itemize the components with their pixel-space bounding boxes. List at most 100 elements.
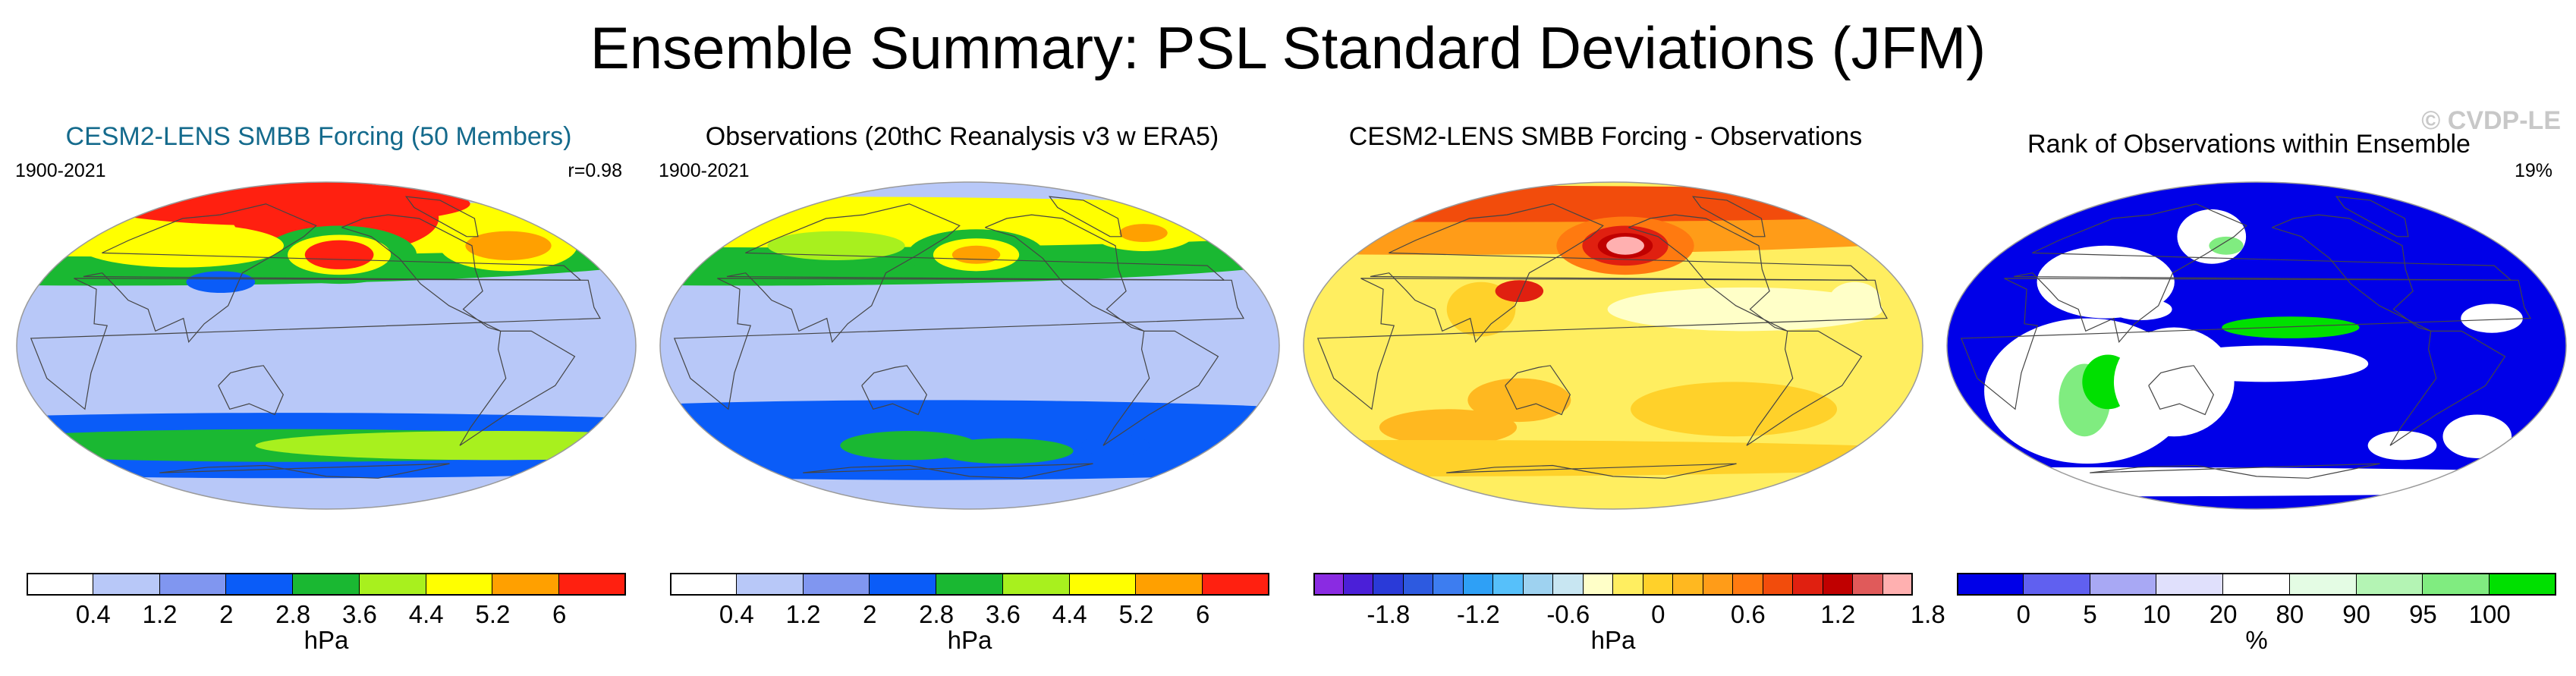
colorbar-swatch bbox=[1136, 573, 1203, 596]
coastline bbox=[2090, 463, 2380, 479]
coastline bbox=[404, 196, 479, 237]
colorbar-swatch bbox=[159, 573, 227, 596]
colorbar-swatch bbox=[1523, 573, 1553, 596]
colorbar-swatch bbox=[2490, 573, 2556, 596]
coastline bbox=[2272, 214, 2431, 332]
colorbar-tick-label: 3.6 bbox=[341, 600, 377, 628]
colorbar-tick-label: 0.4 bbox=[719, 600, 754, 628]
map-model-std bbox=[16, 181, 637, 510]
colorbar-swatch bbox=[2356, 573, 2423, 596]
field-region bbox=[1304, 185, 1923, 222]
colorbar-swatch bbox=[1613, 573, 1643, 596]
coastline bbox=[1746, 330, 1863, 446]
colorbar-swatch bbox=[1463, 573, 1493, 596]
field-region bbox=[1080, 434, 1150, 457]
coastline bbox=[2148, 365, 2214, 416]
map-outline bbox=[659, 181, 1280, 510]
period-label: 1900-2021 bbox=[659, 160, 750, 181]
colorbar-swatch bbox=[1882, 573, 1913, 596]
field-region bbox=[2209, 236, 2244, 255]
colorbar-swatch bbox=[670, 573, 737, 596]
colorbar-unit-label: hPa bbox=[1590, 626, 1636, 654]
colorbar-swatch bbox=[1703, 573, 1733, 596]
field-region bbox=[2461, 303, 2523, 333]
coastline bbox=[2335, 196, 2409, 237]
colorbar-swatch bbox=[492, 573, 560, 596]
map-obs-std bbox=[659, 181, 1280, 510]
coastline bbox=[159, 463, 450, 479]
field-region bbox=[1119, 224, 1168, 243]
colorbar-swatch bbox=[736, 573, 804, 596]
colorbar-tick-label: 1.2 bbox=[785, 600, 821, 628]
colorbar-tick-label: 5.2 bbox=[1118, 600, 1154, 628]
colorbar-tick-label: 2 bbox=[219, 600, 234, 628]
panel-title: CESM2-LENS SMBB Forcing (50 Members) bbox=[65, 122, 572, 151]
coastline bbox=[1316, 278, 1888, 410]
field-region bbox=[2442, 414, 2512, 458]
map-outline bbox=[1946, 181, 2567, 510]
map-outline bbox=[16, 181, 637, 510]
coastline bbox=[803, 463, 1093, 479]
colorbar-frame bbox=[1957, 573, 2556, 596]
coastline bbox=[985, 214, 1144, 332]
panel-rank: Rank of Observations within Ensemble 19%… bbox=[1930, 114, 2568, 676]
colorbar-swatch bbox=[93, 573, 160, 596]
colorbar-swatch bbox=[803, 573, 870, 596]
colorbar-swatch bbox=[936, 573, 1003, 596]
coastline bbox=[2013, 203, 2512, 344]
colorbar-tick-label: 95 bbox=[2409, 600, 2437, 628]
field-region bbox=[1379, 409, 1518, 446]
colorbar-swatch bbox=[1343, 573, 1373, 596]
colorbar-frame bbox=[1313, 573, 1913, 596]
colorbar-swatch bbox=[293, 573, 360, 596]
coastline bbox=[1691, 196, 1766, 237]
colorbar-swatch bbox=[870, 573, 937, 596]
colorbar-tick-label: -0.6 bbox=[1546, 600, 1590, 628]
colorbar-tick-label: 6 bbox=[1196, 600, 1210, 628]
colorbar-frame bbox=[27, 573, 626, 596]
colorbar-swatch bbox=[1793, 573, 1823, 596]
coastline bbox=[341, 214, 501, 332]
field-region bbox=[2367, 431, 2437, 461]
field-region bbox=[773, 200, 980, 237]
colorbar-tick-label: 1.2 bbox=[142, 600, 178, 628]
field-region bbox=[304, 240, 374, 269]
field-region bbox=[1606, 236, 1644, 255]
watermark: © CVDP-LE bbox=[2421, 106, 2561, 135]
field-region bbox=[1829, 281, 1881, 319]
panel-obs-std: Observations (20thC Reanalysis v3 w ERA5… bbox=[643, 114, 1281, 676]
colorbar-swatch bbox=[1002, 573, 1070, 596]
colorbar-tick-label: -1.8 bbox=[1367, 600, 1411, 628]
map-rank bbox=[1946, 181, 2567, 510]
coastline bbox=[1370, 203, 1868, 344]
colorbar-tick-label: 10 bbox=[2142, 600, 2171, 628]
coastline bbox=[1960, 278, 2531, 410]
coastline bbox=[30, 278, 601, 410]
field-region bbox=[2113, 327, 2235, 437]
field-region bbox=[2177, 209, 2247, 264]
colorbar-tick-label: 2 bbox=[863, 600, 877, 628]
colorbar-swatch bbox=[1373, 573, 1404, 596]
colorbar-tick-label: 0 bbox=[2016, 600, 2030, 628]
coastline bbox=[1048, 196, 1122, 237]
colorbar-swatch bbox=[1643, 573, 1673, 596]
colorbar-swatch bbox=[1553, 573, 1584, 596]
colorbar-swatch bbox=[1403, 573, 1433, 596]
field-region bbox=[77, 224, 285, 268]
colorbar-swatch bbox=[2223, 573, 2290, 596]
colorbar-swatch bbox=[1763, 573, 1793, 596]
field-region bbox=[465, 231, 552, 260]
colorbar-swatch bbox=[27, 573, 93, 596]
coastline bbox=[673, 278, 1244, 410]
field-region bbox=[2222, 316, 2360, 338]
colorbar-swatch bbox=[2156, 573, 2224, 596]
field-region bbox=[186, 271, 256, 294]
panel-title: CESM2-LENS SMBB Forcing - Observations bbox=[1348, 122, 1863, 151]
map-difference bbox=[1303, 181, 1923, 510]
colorbar-tick-label: 1.8 bbox=[1910, 600, 1945, 628]
map-outline bbox=[1303, 181, 1923, 510]
colorbar-tick-label: 90 bbox=[2342, 600, 2371, 628]
colorbar-unit-label: hPa bbox=[304, 626, 349, 654]
colorbar-swatch bbox=[559, 573, 626, 596]
field-region bbox=[1607, 287, 1883, 332]
